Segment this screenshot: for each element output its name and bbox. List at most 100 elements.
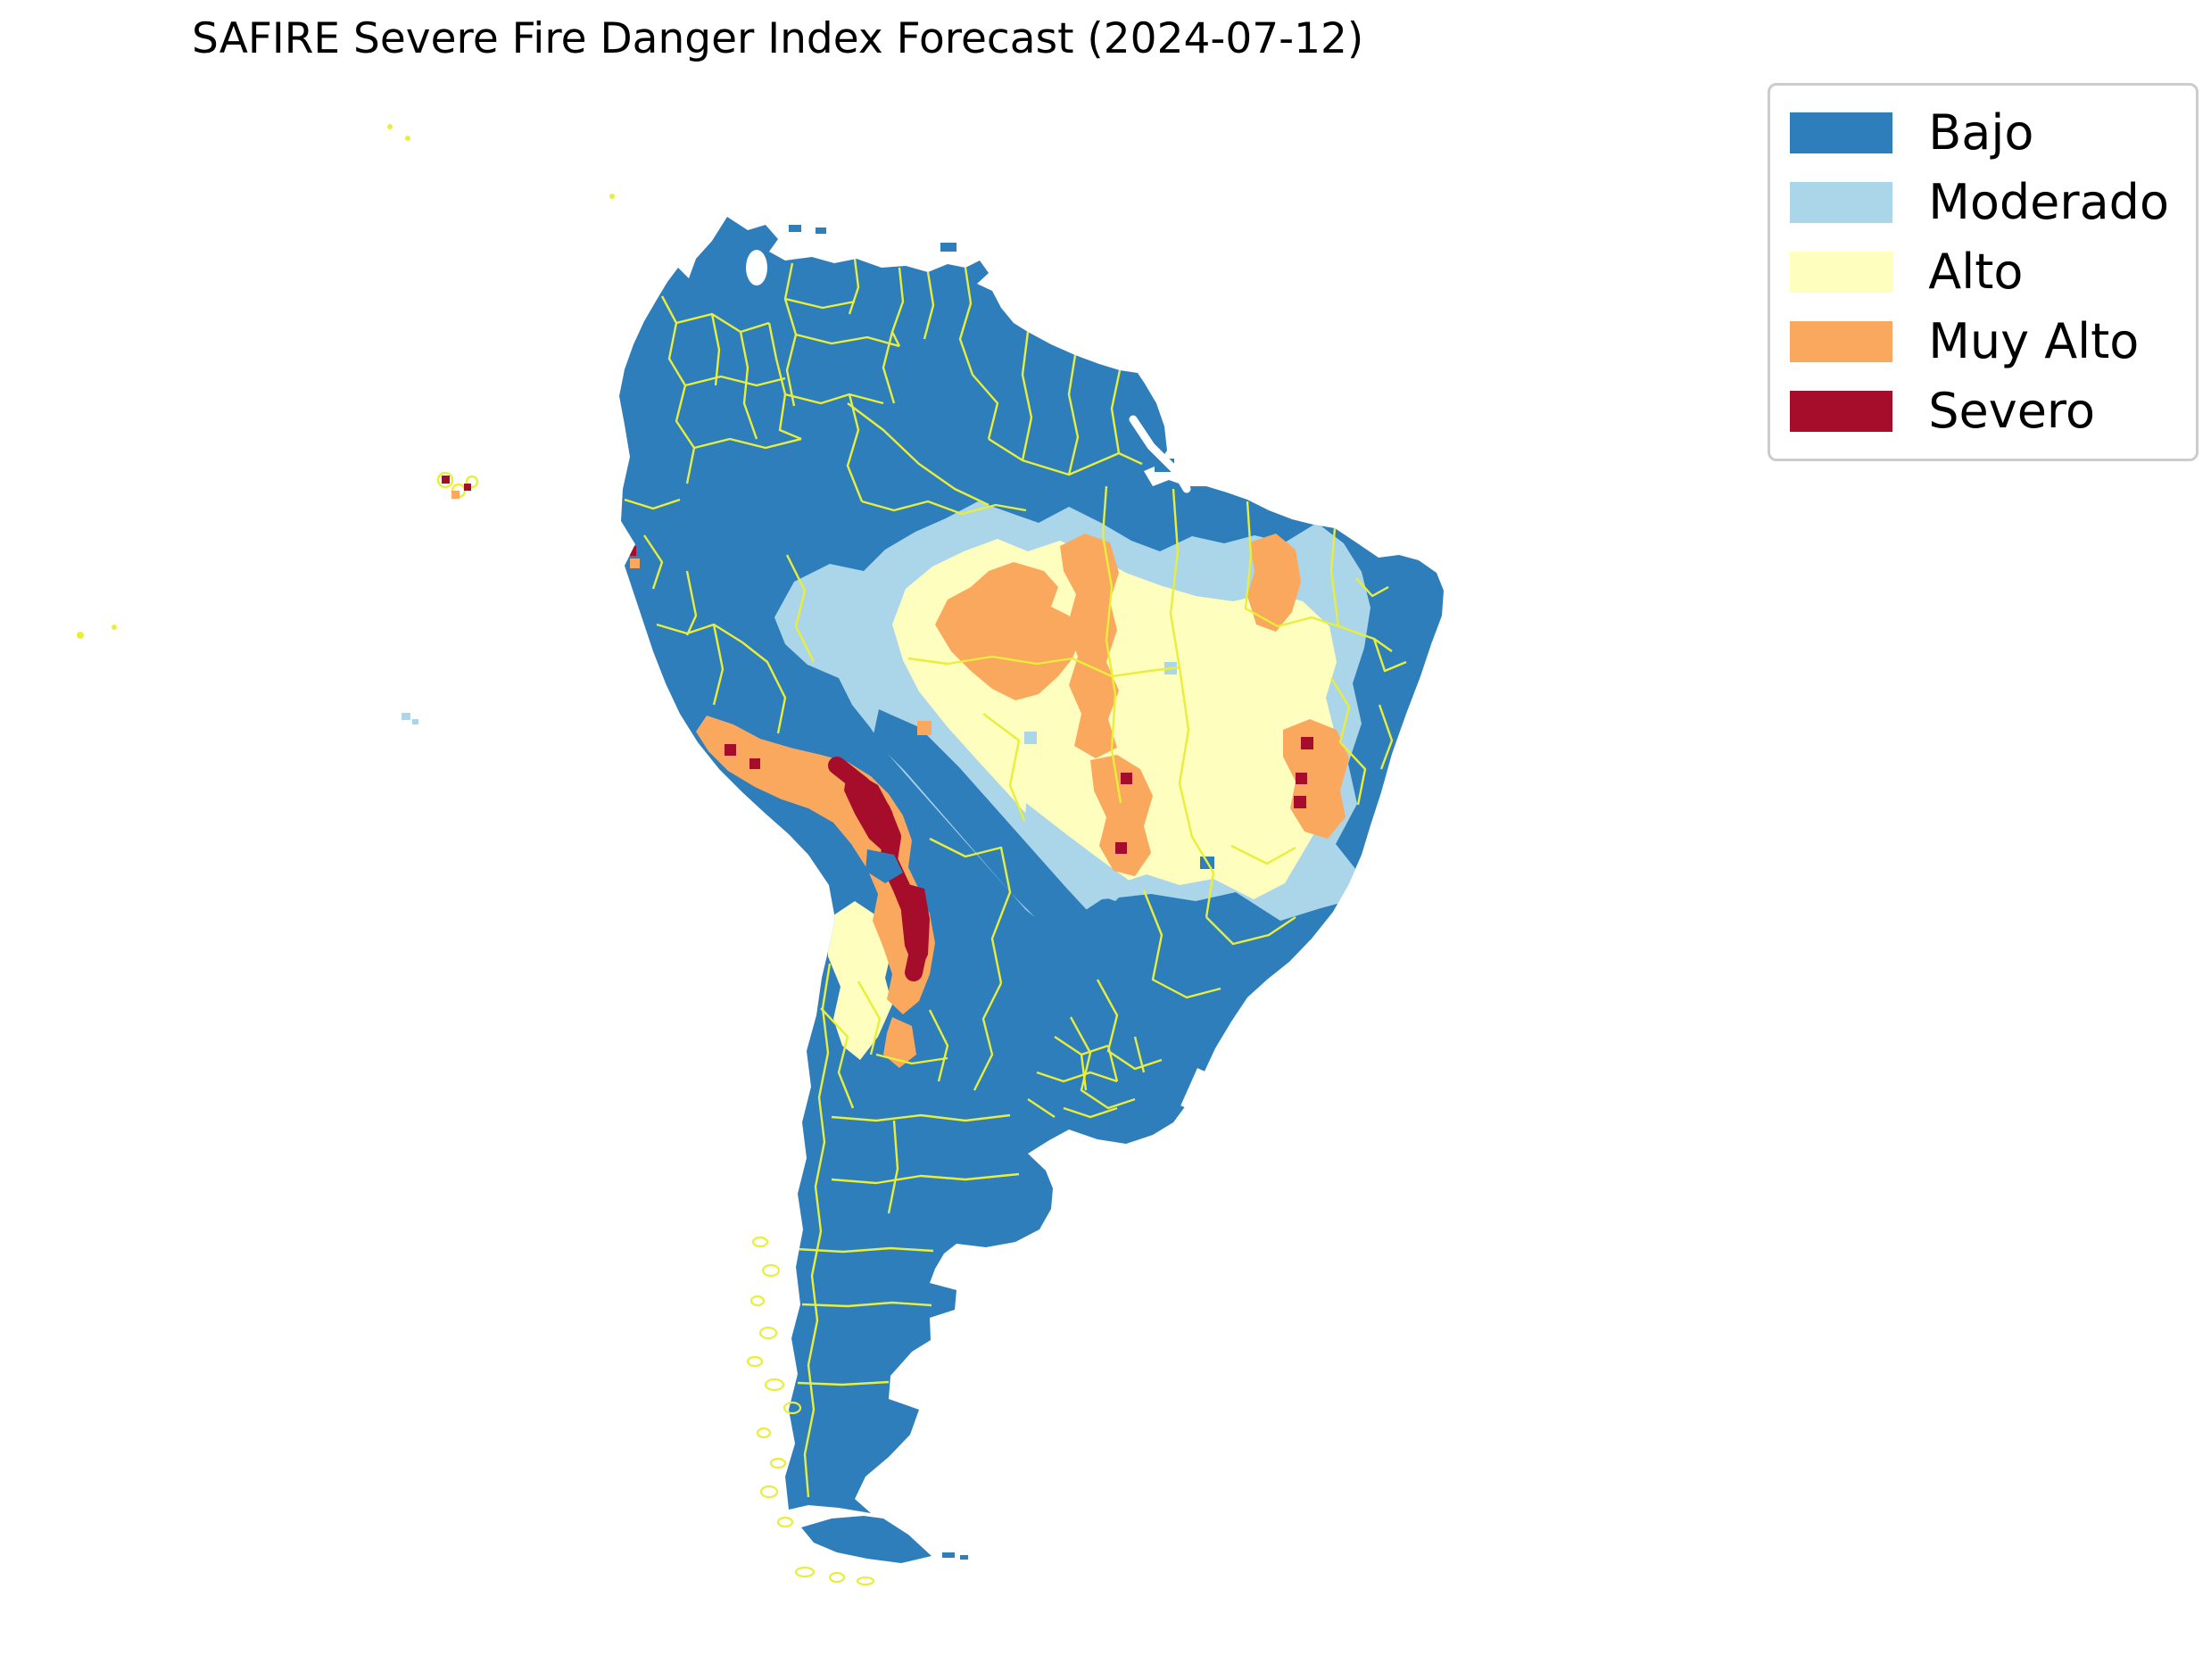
- admin-boundary: [1106, 1045, 1119, 1082]
- admin-boundary: [624, 498, 681, 510]
- admin-boundary: [684, 375, 786, 387]
- admin-boundary: [1244, 501, 1339, 628]
- admin-boundary: [846, 393, 864, 502]
- offshore-speck: [609, 194, 615, 199]
- admin-boundary: [1329, 527, 1393, 652]
- admin-boundary: [1110, 693, 1122, 804]
- lagoa-dos-patos: [1180, 1068, 1209, 1111]
- fjord-islet: [769, 1457, 787, 1469]
- severo-speck: [1115, 842, 1127, 854]
- admin-boundary: [1101, 485, 1117, 695]
- island-speck: [402, 713, 410, 720]
- admin-boundary: [1036, 1071, 1118, 1083]
- admin-boundary: [861, 500, 1027, 516]
- admin-boundary: [923, 271, 935, 340]
- lake-titicaca-area: [865, 849, 903, 883]
- legend-label: Bajo: [1928, 104, 2034, 161]
- fjord-islet: [761, 1263, 781, 1278]
- severo-speck: [1121, 773, 1132, 784]
- legend-swatch-muy-alto: [1790, 321, 1893, 362]
- admin-boundary: [1378, 704, 1394, 770]
- fjord-islet: [746, 1355, 764, 1368]
- admin-boundary: [739, 331, 758, 440]
- muy-alto-speck: [917, 721, 932, 735]
- legend-item-bajo: Bajo: [1790, 98, 2169, 168]
- admin-boundary: [831, 1172, 1020, 1185]
- fjord-islet: [783, 1401, 802, 1415]
- fjord-islet: [764, 1378, 785, 1392]
- fjord-islet: [828, 1571, 846, 1584]
- island-speck: [789, 225, 801, 232]
- region-andes-severo-blob: [844, 767, 899, 855]
- region-east-patch-muy-alto: [1283, 719, 1349, 839]
- region-andes-corridor-south-muy-alto: [883, 1017, 916, 1068]
- admin-boundary: [887, 1120, 899, 1214]
- moderado-speck: [1024, 732, 1037, 744]
- legend-swatch-severo: [1790, 391, 1893, 432]
- island-speck: [816, 228, 826, 234]
- fjord-islet: [749, 1295, 766, 1307]
- admin-boundary: [820, 1007, 855, 1109]
- legend: Bajo Moderado Alto Muy Alto Severo: [1768, 83, 2199, 461]
- region-inner-moderado-patch: [1024, 803, 1133, 901]
- admin-boundary: [803, 963, 832, 1498]
- region-lowland-bajo-band: [873, 709, 1099, 948]
- lake-maracaibo: [746, 250, 767, 286]
- trinidad-island: [940, 243, 956, 252]
- island-speck: [412, 719, 418, 724]
- galapagos-muy-alto-speck: [451, 491, 460, 499]
- admin-boundary: [795, 333, 900, 348]
- admin-boundaries-layer: [624, 258, 1407, 1498]
- admin-boundary: [973, 982, 1003, 1091]
- admin-boundary: [857, 981, 882, 1055]
- galapagos-island-outline: [436, 471, 454, 489]
- galapagos-island-outline: [465, 475, 479, 489]
- water-details-layer: [746, 250, 1209, 1111]
- fjord-islet: [758, 1326, 778, 1340]
- admin-boundary: [928, 1009, 949, 1082]
- legend-label: Severo: [1928, 383, 2095, 439]
- amazon-river-mouth: [1129, 415, 1191, 493]
- legend-swatch-bajo: [1790, 112, 1893, 153]
- admin-boundary: [685, 570, 698, 636]
- severo-speck: [626, 546, 636, 556]
- admin-boundary: [1133, 1036, 1146, 1073]
- admin-boundary: [656, 623, 743, 644]
- admin-boundary: [1178, 666, 1215, 918]
- fjord-islet: [776, 1516, 794, 1528]
- admin-boundary: [693, 437, 802, 450]
- legend-swatch-moderado: [1790, 182, 1893, 223]
- galapagos-severo-speck: [442, 476, 450, 484]
- admin-boundary: [1230, 844, 1296, 865]
- legend-label: Muy Alto: [1928, 313, 2140, 369]
- admin-boundary: [784, 393, 884, 405]
- admin-boundary: [982, 713, 1026, 822]
- danger-overlay-layer: [626, 501, 1370, 1068]
- far-west-speck: [112, 625, 117, 630]
- island-speck: [942, 1552, 955, 1558]
- galapagos-severo-speck: [464, 484, 471, 491]
- offshore-speck: [405, 136, 410, 141]
- legend-label: Moderado: [1928, 174, 2169, 230]
- legend-item-severo: Severo: [1790, 377, 2169, 446]
- admin-boundary: [796, 1246, 934, 1254]
- severo-speck: [1294, 796, 1306, 808]
- admin-boundary: [1027, 1098, 1056, 1118]
- severo-speck: [749, 758, 760, 769]
- admin-boundary: [797, 1380, 890, 1386]
- admin-boundary: [1110, 369, 1122, 454]
- severo-speck: [1296, 773, 1307, 784]
- admin-boundary: [1355, 577, 1389, 598]
- admin-boundary: [1372, 638, 1407, 673]
- admin-boundary: [958, 267, 974, 376]
- admin-boundary: [875, 1053, 948, 1065]
- fjord-islet: [751, 1236, 769, 1248]
- admin-boundary: [831, 1113, 1011, 1122]
- admin-boundary: [882, 331, 896, 404]
- legend-item-muy-alto: Muy Alto: [1790, 307, 2169, 377]
- admin-boundary: [972, 374, 999, 440]
- admin-boundary: [643, 534, 664, 590]
- page-title: SAFIRE Severe Fire Danger Index Forecast…: [192, 14, 1364, 63]
- admin-boundary: [785, 554, 816, 663]
